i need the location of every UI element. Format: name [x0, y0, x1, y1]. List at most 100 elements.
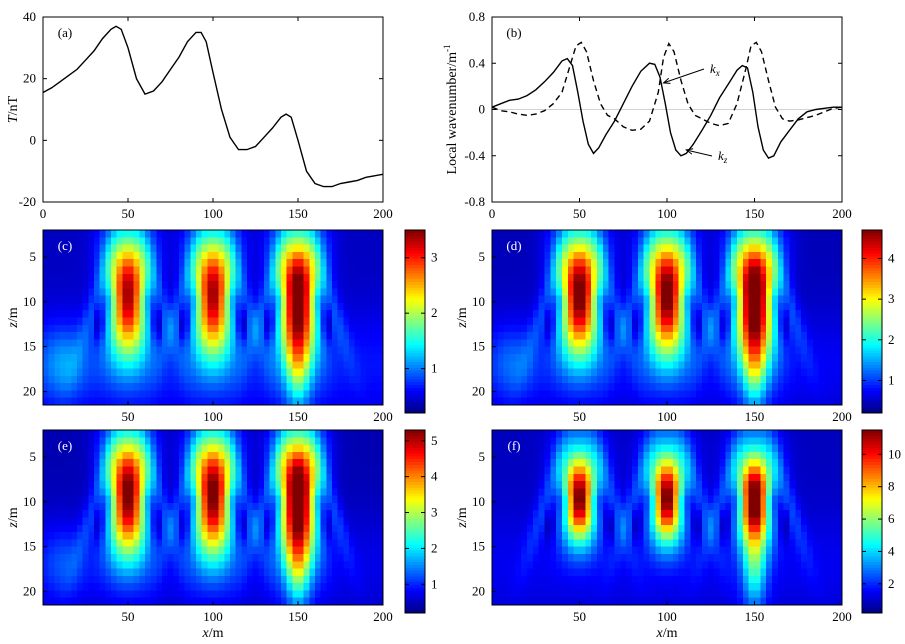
heatmap-cell [230, 317, 237, 326]
colorbar-segment [405, 255, 425, 260]
heatmap-cell [252, 368, 259, 377]
heatmap-cell [320, 324, 327, 333]
heatmap-cell [190, 481, 197, 489]
heatmap-cell [258, 444, 265, 453]
heatmap-cell [550, 430, 557, 438]
heatmap-cell [824, 430, 831, 438]
heatmap-cell [281, 230, 288, 238]
heatmap-cell [661, 437, 668, 446]
heatmap-cell [366, 597, 373, 606]
heatmap-cell [795, 397, 802, 406]
heatmap-cell [824, 310, 831, 319]
heatmap-cell [702, 230, 709, 238]
heatmap-cell [354, 466, 361, 475]
heatmap-cell [591, 273, 598, 282]
heatmap-cell [179, 517, 186, 526]
y-tick-label: 0.8 [469, 9, 485, 24]
heatmap-cell [145, 597, 152, 606]
heatmap-cell [360, 244, 367, 253]
heatmap-cell [492, 244, 499, 253]
heatmap-cell [309, 259, 316, 268]
heatmap-cell [377, 451, 384, 460]
heatmap-cell [303, 230, 310, 238]
heatmap-cell [661, 237, 668, 246]
heatmap-cell [298, 561, 305, 570]
heatmap-cell [783, 310, 791, 319]
heatmap-cell [320, 459, 327, 468]
heatmap-cell [162, 339, 169, 348]
heatmap-cell [162, 437, 169, 446]
heatmap-cell [213, 459, 220, 468]
heatmap-cell [515, 397, 522, 406]
heatmap-cell [527, 375, 534, 384]
heatmap-cell [309, 451, 316, 460]
heatmap-cell [337, 517, 344, 526]
heatmap-cell [82, 237, 89, 246]
heatmap-cell [145, 451, 152, 460]
heatmap-cell [649, 324, 656, 333]
heatmap-cell [60, 273, 67, 282]
heatmap-cell [105, 444, 112, 453]
heatmap-cell [196, 517, 203, 526]
heatmap-cell [184, 251, 191, 260]
heatmap-cell [503, 230, 511, 238]
heatmap-cell [731, 310, 738, 319]
heatmap-cell [269, 390, 276, 399]
heatmap-cell [620, 273, 627, 282]
heatmap-cell [801, 230, 808, 238]
heatmap-cell [637, 397, 645, 406]
heatmap-cell [252, 390, 259, 399]
heatmap-cell [777, 346, 785, 355]
heatmap-cell [111, 251, 118, 260]
heatmap-cell [196, 430, 203, 438]
heatmap-cell [332, 597, 339, 606]
heatmap-cell [349, 266, 356, 275]
heatmap-cell [224, 324, 231, 333]
heatmap-cell [65, 444, 72, 453]
heatmap-cell [139, 459, 146, 468]
heatmap-cell [156, 302, 163, 311]
heatmap-cell [602, 302, 610, 311]
heatmap-cell [173, 295, 180, 304]
heatmap-cell [632, 397, 639, 406]
heatmap-cell [562, 310, 569, 319]
heatmap-cell [224, 281, 231, 289]
heatmap-cell [184, 437, 191, 446]
heatmap-cell [213, 553, 220, 562]
heatmap-cell [748, 339, 756, 348]
heatmap-cell [777, 459, 785, 468]
heatmap-cell [544, 361, 551, 370]
heatmap-cell [315, 266, 322, 275]
heatmap-cell [830, 451, 837, 460]
heatmap-cell [116, 273, 123, 282]
heatmap-cell [326, 295, 333, 304]
heatmap-cell [550, 266, 557, 275]
heatmap-cell [99, 244, 106, 253]
heatmap-cell [725, 244, 732, 253]
heatmap-cell [343, 575, 350, 584]
heatmap-cell [521, 251, 528, 260]
heatmap-cell [111, 339, 118, 348]
colorbar-segment [405, 530, 425, 534]
heatmap-cell [497, 375, 505, 384]
heatmap-cell [556, 230, 563, 238]
heatmap-cell [315, 568, 322, 577]
heatmap-cell [532, 397, 540, 406]
colorbar-segment [405, 438, 425, 443]
heatmap-cell [77, 532, 84, 540]
heatmap-cell [772, 390, 779, 399]
heatmap-cell [309, 310, 316, 319]
heatmap-cell [43, 502, 50, 511]
heatmap-cell [173, 437, 180, 446]
heatmap-cell [684, 451, 691, 460]
heatmap-cell [298, 281, 305, 289]
heatmap-cell [538, 437, 546, 446]
heatmap-cell [252, 324, 259, 333]
heatmap-cell [264, 361, 271, 370]
heatmap-cell [303, 495, 310, 504]
heatmap-cell [360, 273, 367, 282]
heatmap-cell [298, 539, 305, 548]
heatmap-cell [626, 353, 633, 362]
heatmap-cell [320, 361, 327, 370]
heatmap-cell [60, 332, 67, 340]
